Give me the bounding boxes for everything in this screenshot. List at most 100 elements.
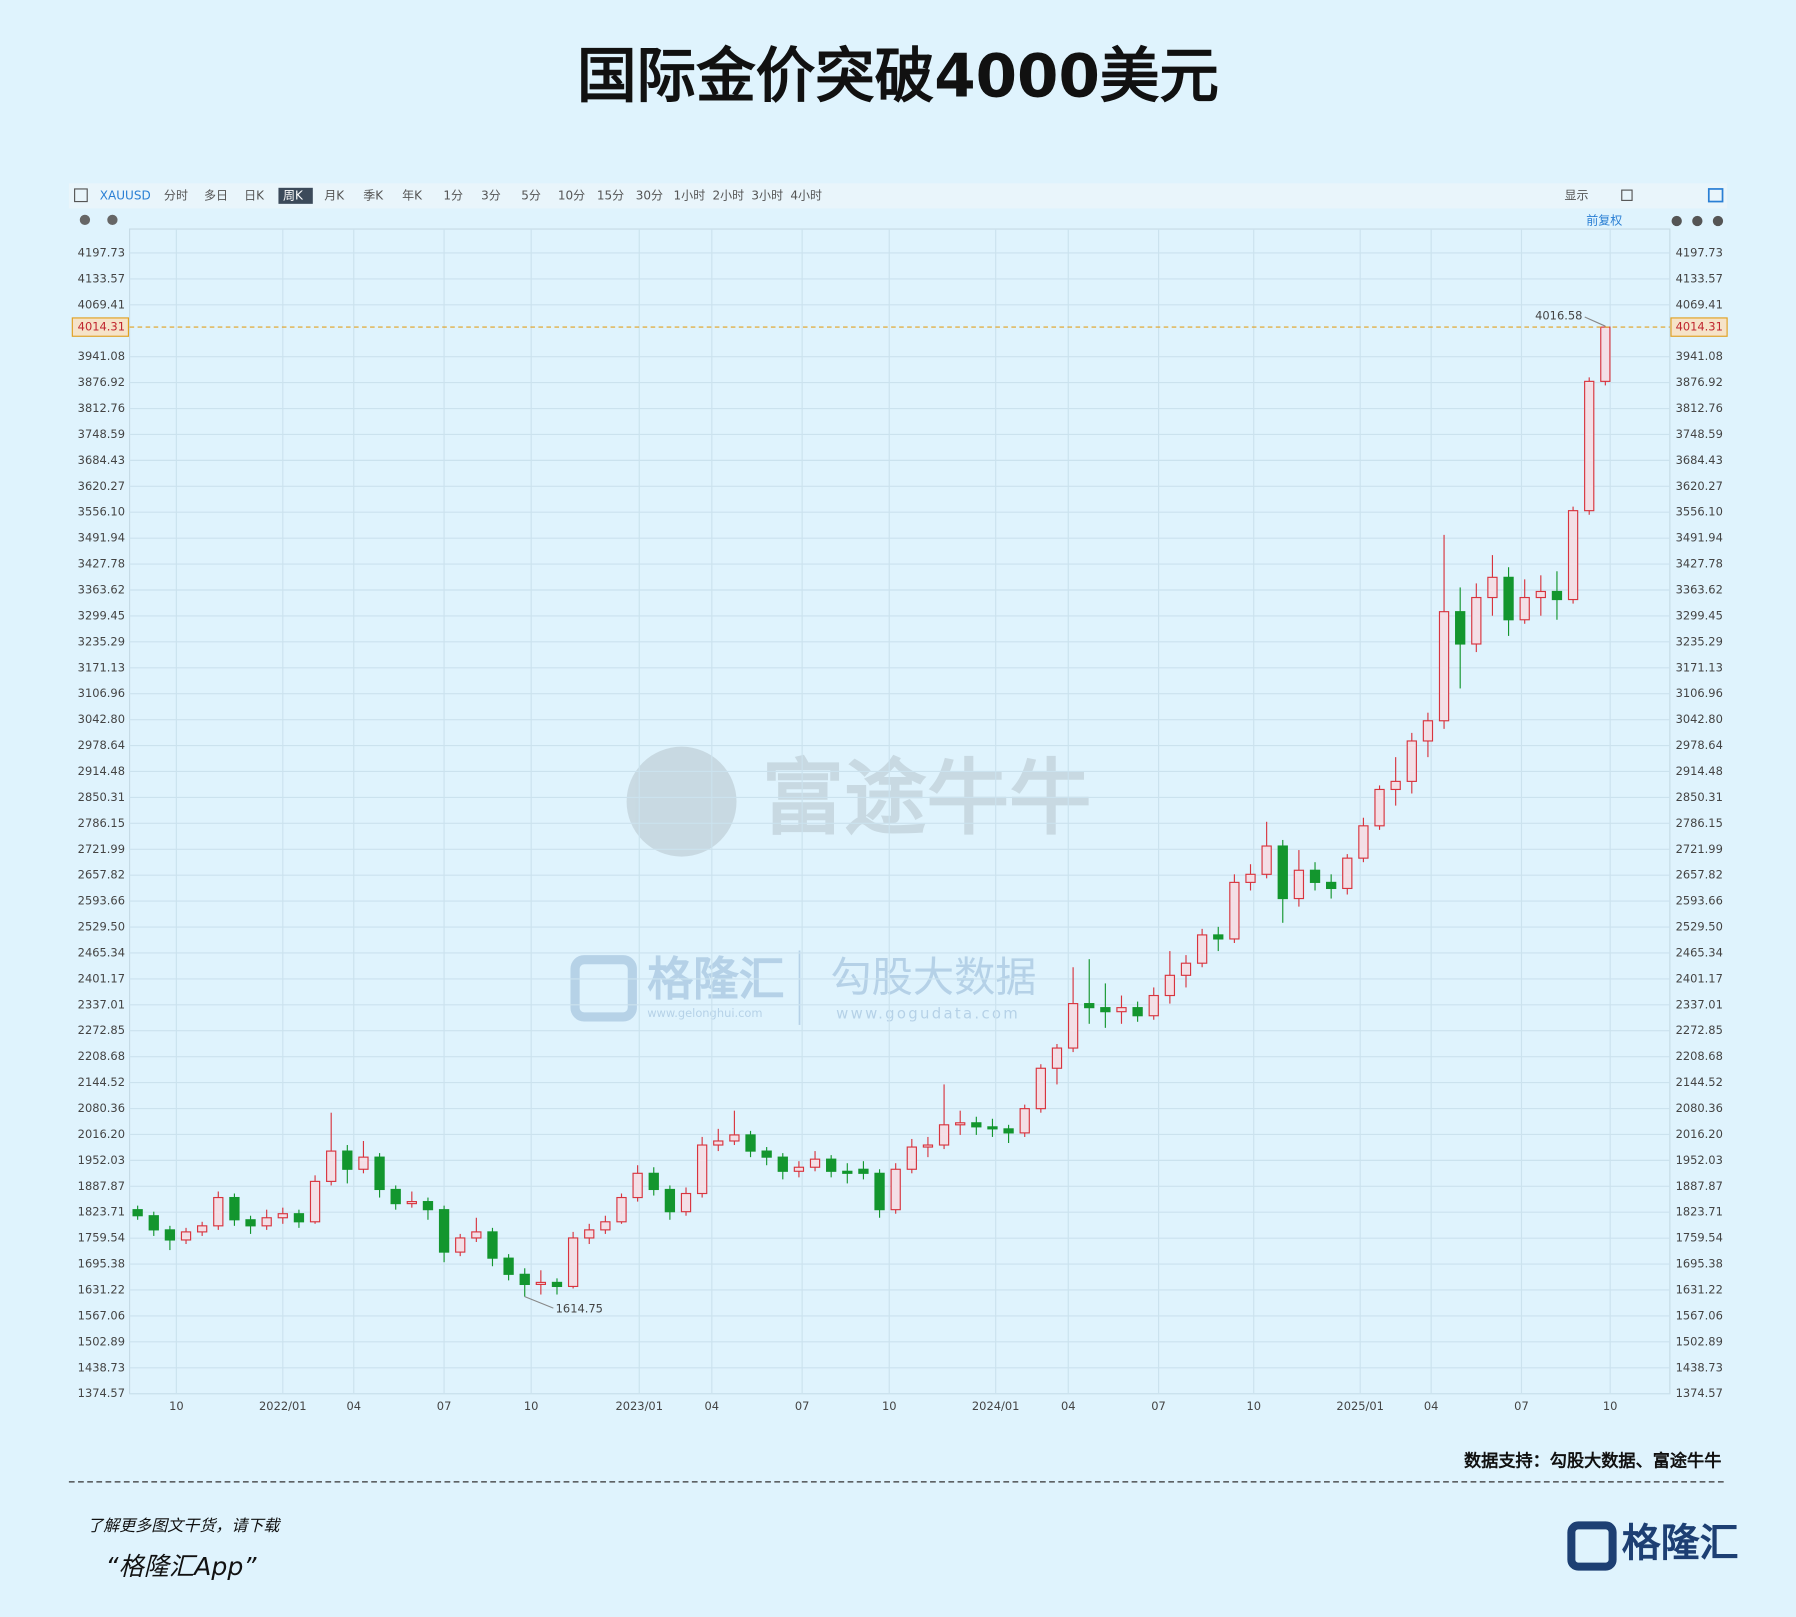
x-tick-label: 2023/01 [615,1399,663,1413]
tab[interactable]: 月K [324,188,345,202]
y-tick-label: 3556.10 [78,505,125,519]
tab[interactable]: 分时 [164,188,188,202]
y2-tick-label: 3363.62 [1676,583,1723,597]
candle-body [680,1192,692,1213]
y2-tick-label: 1695.38 [1676,1257,1723,1271]
settings-icon[interactable] [79,214,91,226]
tab[interactable]: 2小时 [712,188,744,202]
y2-tick-label: 1887.87 [1676,1179,1723,1193]
box-icon[interactable] [1621,189,1633,201]
candle-body [1261,845,1272,875]
y2-tick-label: 3235.29 [1676,634,1723,648]
futu-logo [626,746,737,857]
y2-tick-label: 2144.52 [1676,1075,1723,1089]
candle-body [406,1201,417,1205]
candle-body [1519,596,1530,621]
app-name: “格隆汇App” [106,1552,258,1581]
y-tick-label: 3363.62 [78,583,125,597]
candle-body [1213,934,1224,940]
candle-body [1455,611,1466,645]
display-menu[interactable]: 显示 [1564,188,1588,202]
candle-body [422,1201,434,1211]
y-tick-label: 1502.89 [78,1334,125,1348]
tab[interactable]: 10分 [558,188,585,202]
sidebar-icon[interactable] [74,188,88,203]
y-tick-label: 1823.71 [78,1205,125,1219]
x-tick-label: 2025/01 [1336,1399,1384,1413]
candle-body [1503,576,1514,621]
y-tick-label: 4197.73 [78,245,125,259]
candle-body [358,1156,369,1170]
watermark-glh-url: www.gelonghui.com [647,1006,762,1020]
candle-body [390,1188,401,1205]
watermark-gogu: 勾股大数据 [830,953,1036,1001]
candle-body [1422,720,1434,742]
candle-body [664,1188,676,1213]
candle-body [455,1237,466,1253]
y2-tick-label: 1823.71 [1676,1205,1723,1219]
tab[interactable]: 日K [244,188,265,202]
candle-body [842,1170,853,1174]
y2-tick-label: 4069.41 [1676,297,1723,311]
y-tick-label: 2337.01 [78,997,125,1011]
y2-tick-label: 2337.01 [1676,997,1723,1011]
candle-body [600,1221,611,1231]
tab[interactable]: 30分 [636,188,663,202]
candle-body [938,1124,950,1146]
candle-body [1164,974,1176,997]
y2-tick-label: 2721.99 [1676,842,1723,856]
y2-tick-label: 2914.48 [1676,764,1723,778]
candle-body [277,1213,288,1219]
tab[interactable]: 季K [363,188,384,202]
candle-body [1229,881,1240,940]
y-tick-label: 2529.50 [78,920,125,934]
tab[interactable]: 15分 [597,188,624,202]
tab[interactable]: 多日 [204,188,228,202]
candle-body [1487,576,1498,599]
tab[interactable]: 1小时 [674,188,706,202]
x-tick-label: 2022/01 [259,1399,307,1413]
y-tick-label: 2272.85 [78,1023,125,1037]
add-icon[interactable] [107,214,118,226]
tab[interactable]: 3分 [481,188,501,202]
y-tick-label: 1374.57 [78,1386,125,1400]
x-tick-label: 04 [1061,1399,1076,1413]
tab[interactable]: 1分 [443,188,463,202]
y2-tick-label: 2786.15 [1676,816,1723,830]
toolbar [68,183,1728,209]
candle-body [535,1281,547,1285]
candle-body [809,1158,821,1168]
x-tick-label: 04 [1424,1399,1439,1413]
candle-body [1100,1007,1111,1013]
zoom-reset[interactable] [1692,215,1703,227]
tab[interactable]: 周K [283,188,304,202]
candle-body [858,1168,869,1174]
candle-body [1245,873,1256,883]
y-tick-label: 3941.08 [78,349,125,363]
candle-body [1342,857,1353,890]
high-annotation: 4016.58 [1535,308,1582,322]
x-tick-label: 04 [705,1399,720,1413]
tab[interactable]: 年K [402,188,423,202]
y-tick-label: 3684.43 [78,453,125,467]
chart-title: 国际金价突破4000美元 [577,42,1219,111]
tab[interactable]: 3小时 [751,188,783,202]
y-tick-label: 2593.66 [78,894,125,908]
tab[interactable]: 4小时 [790,188,822,202]
y-tick-label: 2465.34 [78,945,125,959]
candle-body [293,1213,305,1223]
panel-icon[interactable] [1707,188,1724,203]
candle-body [519,1273,530,1285]
zoom-out[interactable] [1671,215,1682,227]
adjust-menu[interactable]: 前复权 [1586,213,1622,228]
footer-logo: 格隆汇 [1622,1521,1739,1566]
candle-body [696,1144,708,1195]
low-annotation: 1614.75 [556,1302,603,1316]
candle-body [1600,326,1611,382]
zoom-in[interactable] [1712,215,1724,227]
tab[interactable]: 5分 [521,188,541,202]
candle-body [438,1209,450,1253]
y-tick-label: 1695.38 [78,1257,125,1271]
candle-body [1116,1007,1127,1013]
